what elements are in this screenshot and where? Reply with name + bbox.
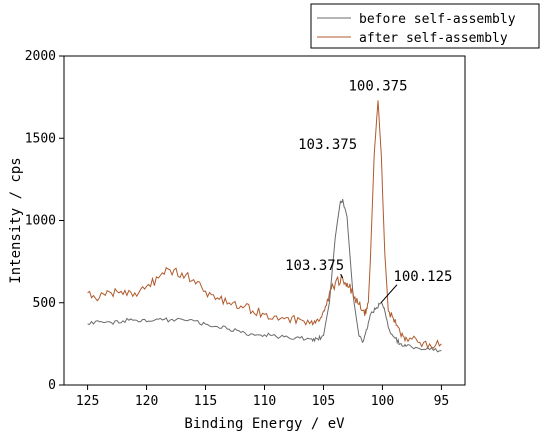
x-tick-label-2: 115: [194, 394, 217, 409]
legend-box: [310, 3, 540, 49]
x-axis-title: Binding Energy / eV: [184, 416, 345, 432]
annotation-1: 103.375: [298, 137, 357, 153]
series-line-1: [87, 100, 442, 350]
legend-label-1: after self-assembly: [359, 31, 508, 46]
y-axis-title: Intensity / cps: [8, 157, 24, 283]
x-tick-label-5: 100: [371, 394, 394, 409]
annotation-2: 103.375: [285, 258, 344, 274]
legend: before self-assembly after self-assembly: [310, 3, 540, 49]
plot-area: 125 120 115 110 105 100 95 0 500 1000 1500 2000 10…: [25, 49, 466, 409]
x-tick-label-4: 105: [312, 394, 335, 409]
y-tick-label-2: 1000: [25, 214, 56, 229]
annotations: 100.375 103.375 103.375 100.125: [285, 78, 452, 304]
axes-frame: [63, 55, 466, 386]
x-tick-label-0: 125: [76, 394, 99, 409]
annotation-arrow-3: [380, 284, 398, 304]
y-tick-label-1: 500: [33, 296, 56, 311]
y-axis: 0 500 1000 1500 2000: [25, 49, 64, 393]
series-layer: [87, 100, 442, 353]
y-tick-label-0: 0: [48, 378, 56, 393]
annotation-0: 100.375: [349, 78, 408, 94]
x-tick-label-3: 110: [253, 394, 276, 409]
x-tick-label-1: 120: [135, 394, 158, 409]
annotation-arrow-2: [340, 273, 344, 279]
annotation-3: 100.125: [393, 269, 452, 285]
x-axis: 125 120 115 110 105 100 95: [76, 385, 449, 409]
legend-label-0: before self-assembly: [359, 12, 516, 27]
y-tick-label-4: 2000: [25, 49, 56, 64]
x-tick-label-6: 95: [434, 394, 450, 409]
series-line-0: [87, 198, 442, 353]
y-tick-label-3: 1500: [25, 131, 56, 146]
